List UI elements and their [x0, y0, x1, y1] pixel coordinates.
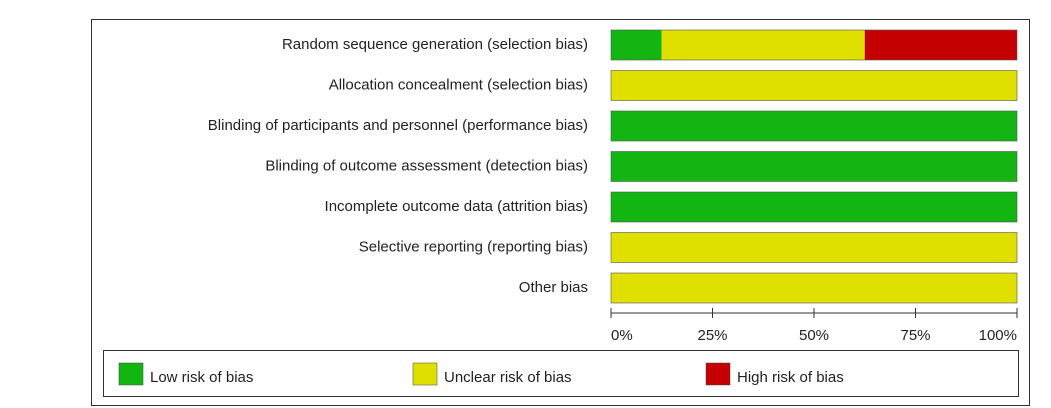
bar-outline [610, 232, 1018, 263]
bar-segment [661, 30, 865, 60]
legend-label: Low risk of bias [150, 369, 253, 386]
bar-segment [611, 151, 1017, 182]
legend-swatch [118, 362, 144, 386]
category-label: Allocation concealment (selection bias) [329, 76, 588, 93]
legend-label: High risk of bias [737, 369, 844, 386]
bar-outline [610, 110, 1018, 142]
x-tick-label: 50% [799, 327, 829, 344]
bar-segment [611, 30, 662, 60]
category-label: Random sequence generation (selection bi… [282, 36, 588, 53]
bar-outline [610, 191, 1018, 223]
x-tick-label: 0% [611, 327, 633, 344]
bar-segment [611, 111, 1017, 141]
legend-swatch [705, 362, 731, 386]
bar-outline [610, 151, 1018, 182]
category-label: Blinding of participants and personnel (… [208, 117, 588, 134]
category-label: Other bias [519, 279, 588, 296]
bar-outline [610, 272, 1018, 304]
x-tick-label: 25% [697, 327, 727, 344]
category-label: Selective reporting (reporting bias) [359, 238, 588, 255]
x-tick-label: 100% [979, 327, 1017, 344]
category-label: Blinding of outcome assessment (detectio… [265, 157, 588, 174]
legend-swatch [412, 362, 438, 386]
bar-segment [611, 273, 1017, 303]
bar-segment [611, 192, 1017, 222]
x-tick-label: 75% [900, 327, 930, 344]
bar-outline [610, 70, 1018, 101]
bar-segment [864, 30, 1017, 60]
legend-frame [103, 350, 1019, 397]
bar-segment [611, 232, 1017, 263]
category-label: Incomplete outcome data (attrition bias) [325, 198, 588, 215]
bar-segment [611, 70, 1017, 101]
bar-outline [610, 29, 1018, 61]
legend-label: Unclear risk of bias [444, 369, 572, 386]
